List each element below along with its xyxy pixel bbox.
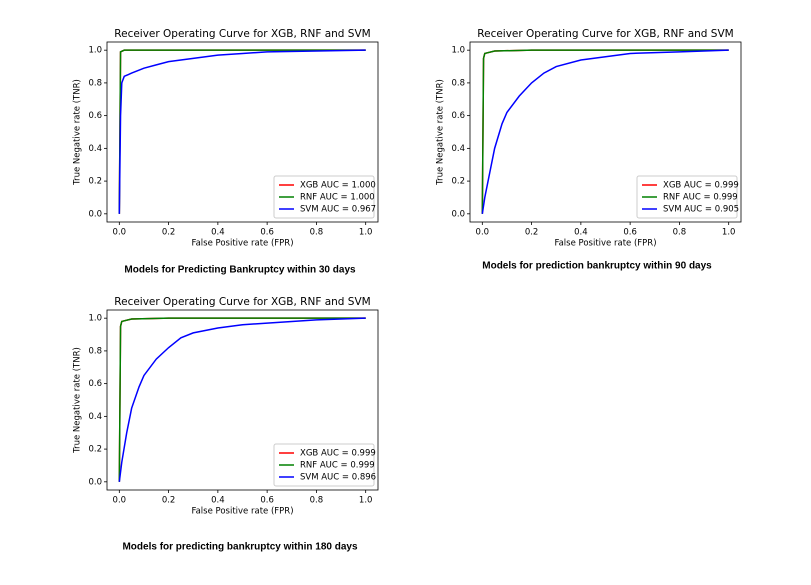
x-tick-label: 0.2	[162, 228, 176, 238]
plot-frame	[106, 309, 379, 491]
y-tick-label: 0.8	[451, 78, 465, 88]
y-tick-label: 0.2	[451, 177, 465, 187]
chart-title: Receiver Operating Curve for XGB, RNF an…	[114, 296, 370, 308]
x-tick-label: 0.0	[113, 228, 127, 238]
legend-label: XGB AUC = 1.000	[300, 181, 376, 191]
roc-line	[481, 49, 729, 214]
x-axis-label: False Positive rate (FPR)	[554, 239, 656, 249]
y-axis-label: True Negative rate (TNR)	[436, 79, 446, 186]
y-tick-label: 1.0	[451, 46, 465, 56]
x-tick-label: 0.6	[260, 228, 274, 238]
x-tick-label: 0.6	[623, 228, 637, 238]
caption: Models for prediction bankruptcy within …	[482, 261, 712, 272]
legend-label: RNF AUC = 1.000	[300, 193, 375, 203]
x-tick-label: 0.0	[113, 496, 127, 506]
x-axis-label: False Positive rate (FPR)	[191, 239, 293, 249]
caption: Models for predicting bankruptcy within …	[122, 542, 357, 553]
chart-title: Receiver Operating Curve for XGB, RNF an…	[477, 28, 733, 40]
y-tick-label: 0.4	[88, 412, 102, 422]
roc-line	[481, 49, 729, 214]
y-tick-label: 0.6	[88, 379, 102, 389]
x-tick-label: 1.0	[722, 228, 736, 238]
legend-label: RNF AUC = 0.999	[663, 193, 738, 203]
y-tick-label: 0.6	[451, 111, 465, 121]
x-tick-label: 1.0	[359, 228, 373, 238]
roc-line	[118, 49, 366, 214]
legend-label: XGB AUC = 0.999	[300, 449, 376, 459]
y-tick-label: 0.8	[88, 346, 102, 356]
x-tick-label: 0.0	[476, 228, 490, 238]
x-tick-label: 0.8	[673, 228, 687, 238]
x-tick-label: 1.0	[359, 496, 373, 506]
roc-line	[118, 317, 366, 482]
y-tick-label: 1.0	[88, 46, 102, 56]
legend-box	[636, 175, 738, 219]
x-tick-label: 0.8	[310, 496, 324, 506]
x-tick-label: 0.8	[310, 228, 324, 238]
plot-frame	[106, 41, 379, 223]
x-tick-label: 0.4	[211, 496, 225, 506]
roc-line	[118, 317, 366, 482]
y-tick-label: 0.8	[88, 78, 102, 88]
y-axis-label: True Negative rate (TNR)	[73, 347, 83, 454]
y-tick-label: 0.0	[451, 209, 465, 219]
x-tick-label: 0.4	[574, 228, 588, 238]
y-tick-label: 0.0	[88, 209, 102, 219]
legend-label: SVM AUC = 0.905	[663, 205, 739, 215]
y-tick-label: 0.2	[88, 445, 102, 455]
x-axis-label: False Positive rate (FPR)	[191, 507, 293, 517]
x-tick-label: 0.4	[211, 228, 225, 238]
x-tick-label: 0.2	[162, 496, 176, 506]
y-tick-label: 0.0	[88, 477, 102, 487]
y-axis-label: True Negative rate (TNR)	[73, 79, 83, 186]
legend-label: XGB AUC = 0.999	[663, 181, 739, 191]
legend-label: SVM AUC = 0.967	[300, 205, 376, 215]
legend-box	[273, 443, 375, 487]
legend-label: RNF AUC = 0.999	[300, 461, 375, 471]
y-tick-label: 1.0	[88, 314, 102, 324]
y-tick-label: 0.2	[88, 177, 102, 187]
y-tick-label: 0.6	[88, 111, 102, 121]
y-tick-label: 0.4	[88, 144, 102, 154]
x-tick-label: 0.6	[260, 496, 274, 506]
y-tick-label: 0.4	[451, 144, 465, 154]
plot-frame	[469, 41, 742, 223]
legend-box	[273, 175, 375, 219]
chart-title: Receiver Operating Curve for XGB, RNF an…	[114, 28, 370, 40]
caption: Models for Predicting Bankruptcy within …	[124, 265, 356, 276]
legend-label: SVM AUC = 0.896	[300, 473, 376, 483]
x-tick-label: 0.2	[525, 228, 539, 238]
